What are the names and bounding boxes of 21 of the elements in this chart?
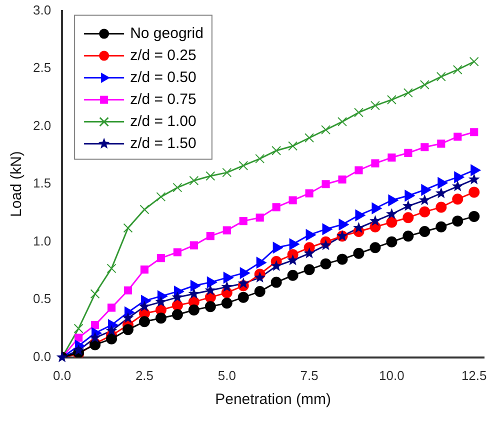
x-tick-label: 7.5 [300,368,318,383]
x-tick-label: 5.0 [218,368,236,383]
y-tick-label: 2.5 [32,60,52,76]
legend-label: No geogrid [130,24,204,42]
y-tick-label: 3.0 [32,2,52,18]
legend-label: z/d = 0.75 [130,90,196,108]
legend-label: z/d = 0.50 [130,68,196,86]
x-tick-label: 2.5 [135,368,154,383]
y-axis-title: Load (kN) [8,151,26,218]
y-tick-label: 1.0 [32,233,52,248]
y-tick-label: 0.5 [32,291,52,306]
x-tick-label: 0.0 [53,368,72,383]
x-axis-title: Penetration (mm) [215,391,331,408]
legend-label: z/d = 0.25 [130,46,196,64]
x-tick-label: 12.5 [461,368,487,383]
legend-label: z/d = 1.00 [130,112,196,130]
y-tick-label: 1.5 [32,176,52,191]
y-tick-label: 2.0 [32,118,52,133]
legend-label: z/d = 1.50 [130,134,196,152]
x-tick-label: 10.0 [379,368,404,383]
y-tick-label: 0.0 [32,348,52,364]
